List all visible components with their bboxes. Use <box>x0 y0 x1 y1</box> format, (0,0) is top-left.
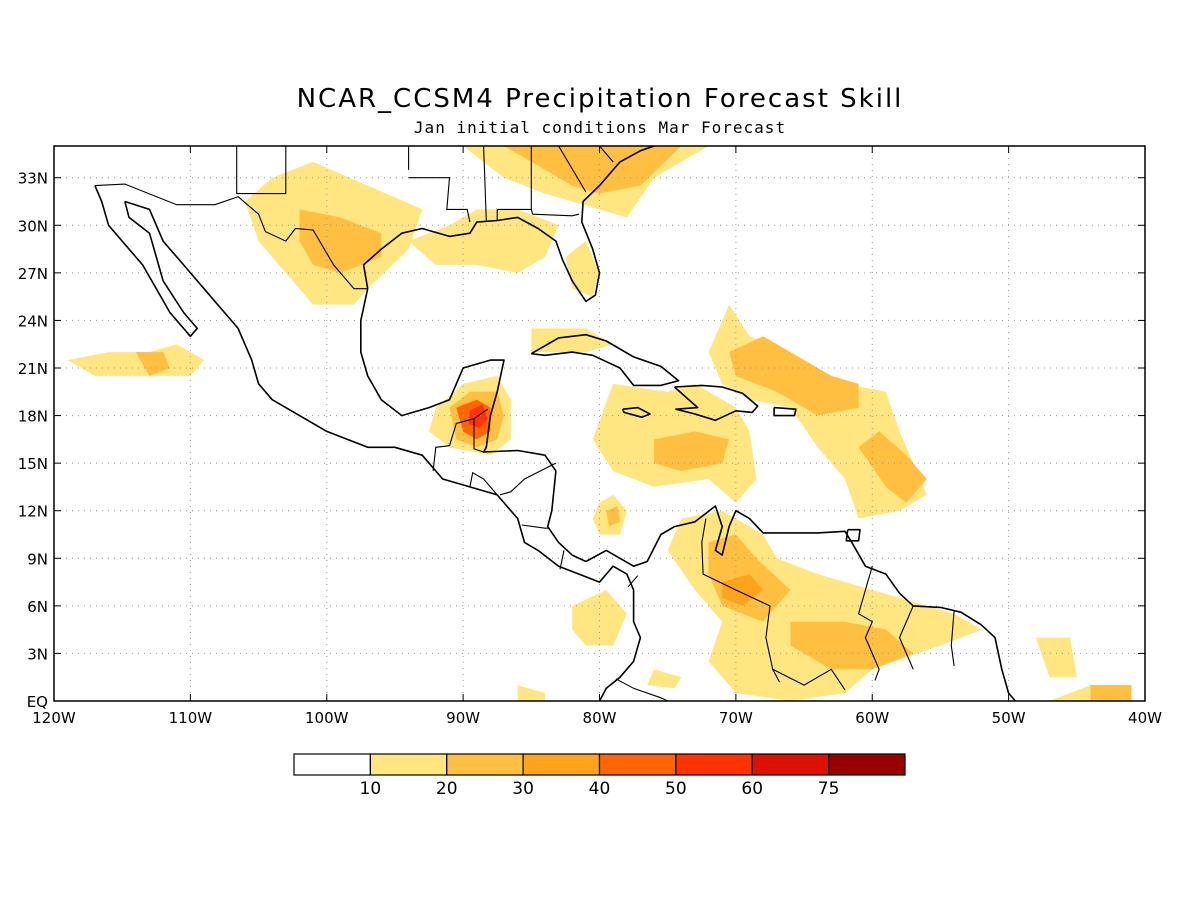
skill-region-19 <box>606 506 620 527</box>
skill-region-27 <box>1090 685 1132 701</box>
colorbar-swatch-2 <box>446 753 524 776</box>
skill-region-17 <box>858 431 927 503</box>
coastlines <box>94 146 1017 701</box>
coastline-2 <box>359 288 1017 701</box>
border-line-8 <box>701 518 780 683</box>
border-line-12 <box>950 610 955 667</box>
border-line-4 <box>499 462 557 496</box>
skill-region-0 <box>67 344 204 376</box>
colorbar-label: 10 <box>360 779 382 799</box>
border-line-13 <box>772 668 846 691</box>
coastline-3 <box>362 146 655 303</box>
gridlines <box>54 146 1145 701</box>
skill-region-6 <box>408 209 559 273</box>
border-line-0 <box>94 183 368 290</box>
map-title: NCAR_CCSM4 Precipitation Forecast Skill <box>296 84 904 114</box>
border-line-3 <box>469 471 498 496</box>
border-line-5 <box>521 524 549 529</box>
colorbar-swatch-3 <box>522 753 601 776</box>
coastline-7 <box>773 406 797 417</box>
colorbar-swatch-5 <box>675 753 753 776</box>
skill-region-1 <box>135 352 170 376</box>
colorbar-label: 50 <box>665 779 687 799</box>
coastline-0 <box>94 185 198 338</box>
skill-region-22 <box>790 621 914 670</box>
skill-region-29 <box>647 669 682 689</box>
coastline-6 <box>621 406 651 419</box>
skill-region-5 <box>504 146 682 194</box>
coastline-5 <box>673 384 759 422</box>
skill-region-24 <box>572 590 627 646</box>
lat-tick-label: 3N <box>27 645 48 663</box>
lat-tick-label: 18N <box>18 408 48 426</box>
border-line-7 <box>627 575 639 588</box>
lon-tick-label: 60W <box>855 709 889 727</box>
border-line-16 <box>408 177 471 223</box>
map-subtitle: Jan initial conditions Mar Forecast <box>413 118 787 137</box>
colorbar-swatch-6 <box>751 753 830 776</box>
colorbar-swatch-7 <box>828 753 906 776</box>
colorbar: 10 20 30 40 50 60 75 <box>293 753 906 799</box>
skill-region-14 <box>654 431 730 472</box>
border-line-17 <box>483 146 487 221</box>
skill-shading <box>67 146 1132 701</box>
lat-tick-label: 21N <box>18 360 48 378</box>
lon-tick-label: 110W <box>169 709 213 727</box>
colorbar-label: 40 <box>589 779 611 799</box>
colorbar-label: 20 <box>436 779 458 799</box>
lat-tick-label: 24N <box>18 312 48 330</box>
border-line-2 <box>473 418 484 453</box>
longitude-axis: 120W 110W 100W 90W 80W 70W 60W 50W 40W <box>32 146 1162 727</box>
lon-tick-label: 50W <box>992 709 1026 727</box>
lat-tick-label: 9N <box>27 550 48 568</box>
border-line-19 <box>530 209 580 217</box>
lon-tick-label: 100W <box>305 709 349 727</box>
border-line-18 <box>496 146 532 221</box>
lon-tick-label: 40W <box>1128 709 1162 727</box>
border-line-11 <box>898 605 914 670</box>
lon-tick-label: 90W <box>446 709 480 727</box>
colorbar-label: 30 <box>512 779 534 799</box>
lat-tick-label: 30N <box>18 217 48 235</box>
coastline-1 <box>124 200 642 701</box>
colorbar-swatch-1 <box>369 753 448 776</box>
lon-tick-label: 120W <box>32 709 76 727</box>
lat-tick-label: 27N <box>18 265 48 283</box>
lat-tick-label: 6N <box>27 598 48 616</box>
colorbar-label: 60 <box>741 779 763 799</box>
skill-region-16 <box>729 336 859 416</box>
lat-tick-label: 33N <box>18 170 48 188</box>
skill-region-25 <box>1035 637 1077 678</box>
colorbar-label: 75 <box>818 779 840 799</box>
political-borders <box>94 146 955 701</box>
border-line-9 <box>615 678 668 701</box>
coastline-8 <box>845 528 861 542</box>
border-line-21 <box>599 146 614 163</box>
lat-tick-label: 15N <box>18 455 48 473</box>
lon-tick-label: 80W <box>583 709 617 727</box>
border-line-20 <box>558 146 587 193</box>
colorbar-swatch-4 <box>598 753 677 776</box>
skill-region-3 <box>299 209 382 273</box>
lon-tick-label: 70W <box>719 709 753 727</box>
skill-region-8 <box>531 328 614 353</box>
border-line-10 <box>857 566 880 681</box>
border-line-14 <box>236 146 287 195</box>
border-line-1 <box>432 408 489 472</box>
colorbar-swatch-0 <box>293 753 371 776</box>
lat-tick-label: 12N <box>18 503 48 521</box>
skill-region-28 <box>517 685 545 701</box>
lat-tick-label: EQ <box>27 693 48 711</box>
coastline-4 <box>530 333 680 387</box>
latitude-axis: EQ 3N 6N 9N 12N 15N 18N 21N 24N 27N 30N 33N <box>18 170 1145 711</box>
